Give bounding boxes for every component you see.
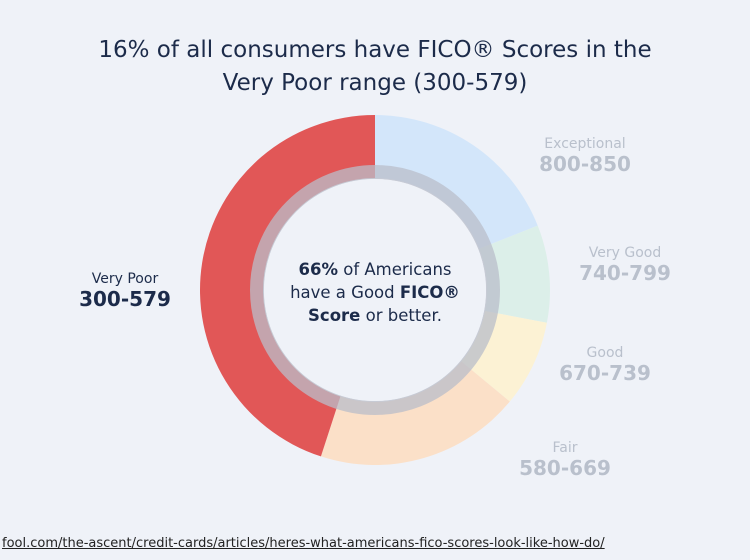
source-link[interactable]: fool.com/the-ascent/credit-cards/article… bbox=[2, 536, 605, 551]
center-text-part: Score bbox=[308, 306, 361, 326]
center-text-part: FICO® bbox=[399, 283, 460, 303]
segment-label: Exceptional 800-850 bbox=[539, 136, 631, 176]
hole bbox=[264, 179, 486, 401]
center-text-part: or better. bbox=[360, 306, 442, 326]
category-name: Exceptional bbox=[544, 136, 626, 152]
category-range: 740-799 bbox=[579, 261, 671, 285]
segment-label: Very Poor 300-579 bbox=[79, 271, 171, 311]
center-text-part: 66% bbox=[298, 260, 338, 279]
chart-title: 16% of all consumers have FICO® Scores i… bbox=[98, 37, 652, 97]
category-range: 800-850 bbox=[539, 152, 631, 176]
inner-ring bbox=[250, 165, 500, 415]
category-range: 580-669 bbox=[519, 456, 611, 480]
center-note: 66% of Americans have a Good FICO® Score… bbox=[285, 258, 465, 327]
category-name: Good bbox=[586, 345, 624, 361]
segment-label: Fair 580-669 bbox=[519, 440, 611, 480]
category-range: 670-739 bbox=[559, 361, 651, 385]
category-name: Very Good bbox=[588, 245, 662, 261]
donut-segment bbox=[375, 115, 538, 249]
category-range: 300-579 bbox=[79, 287, 171, 311]
category-name: Fair bbox=[552, 440, 578, 456]
donut-segment bbox=[200, 115, 375, 457]
segment-label: Very Good 740-799 bbox=[579, 245, 671, 285]
segment-label: Good 670-739 bbox=[559, 345, 651, 385]
donut-segment bbox=[320, 361, 510, 465]
center-text-part: of Americans have a Good bbox=[290, 260, 452, 303]
category-name: Very Poor bbox=[91, 271, 159, 287]
